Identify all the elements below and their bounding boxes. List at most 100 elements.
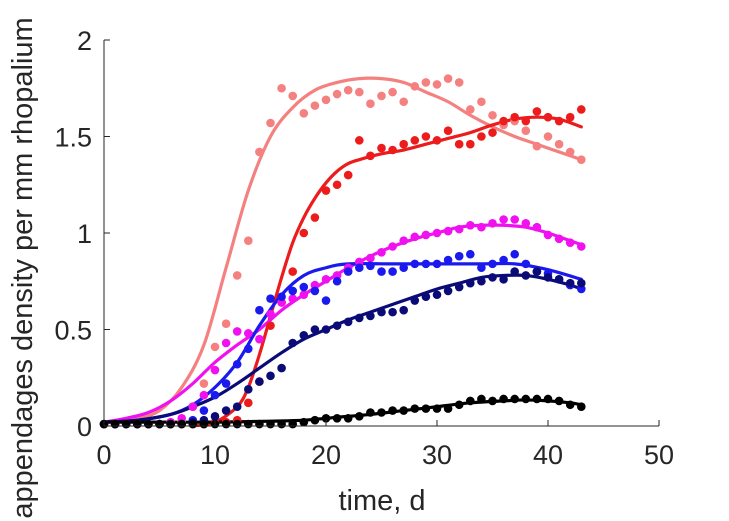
series-1-point	[543, 112, 553, 122]
series-0-point	[266, 118, 275, 128]
series-1-point	[421, 132, 431, 141]
series-1-point	[565, 112, 575, 122]
series-3-point	[443, 255, 453, 265]
series-5-point	[521, 394, 531, 404]
series-2-point	[543, 230, 553, 240]
series-2-point	[299, 290, 309, 300]
series-0-point	[399, 97, 409, 107]
series-5-point	[377, 408, 386, 417]
series-5-point	[399, 406, 409, 415]
series-4-point	[366, 311, 375, 321]
series-4-point	[377, 307, 386, 317]
series-0-point	[454, 78, 464, 87]
series-5-point	[199, 419, 209, 429]
series-2-point	[366, 253, 375, 263]
series-1-point	[288, 267, 298, 276]
series-4-point	[288, 338, 298, 348]
series-4-point	[299, 330, 309, 340]
series-1-point	[399, 139, 409, 149]
series-4-point	[565, 278, 575, 288]
series-4-point	[543, 273, 553, 282]
series-4-point	[532, 267, 542, 276]
series-4-point	[510, 267, 519, 276]
series-2-point	[188, 402, 198, 412]
series-3-point	[255, 305, 264, 315]
series-1-point	[510, 112, 519, 122]
series-5-point	[332, 413, 342, 423]
x-tick-label: 20	[311, 440, 341, 470]
x-tick-label: 30	[422, 440, 452, 470]
series-0-point	[421, 78, 431, 87]
series-4-point	[399, 305, 409, 315]
series-0-point	[255, 147, 264, 157]
series-2-point	[210, 365, 220, 375]
series-3-point	[366, 261, 375, 271]
series-2-point	[410, 232, 420, 242]
series-1-point	[310, 213, 320, 222]
y-tick-label: 0	[77, 412, 92, 442]
series-4-point	[454, 282, 464, 292]
series-0-point	[532, 141, 542, 151]
series-4-point	[310, 325, 320, 334]
series-0-point	[565, 147, 575, 157]
series-4-point	[277, 363, 286, 373]
series-3-point	[232, 359, 242, 369]
series-3-point	[277, 292, 286, 301]
series-4-point	[410, 296, 420, 305]
series-3-point	[421, 259, 431, 269]
series-2-point	[232, 327, 242, 336]
series-2-point	[443, 226, 453, 236]
series-1-point	[521, 116, 531, 126]
series-3-point	[221, 379, 231, 388]
series-5-point	[454, 400, 464, 410]
series-5-point	[366, 408, 375, 417]
series-1-point	[321, 186, 331, 195]
series-4-point	[332, 321, 342, 330]
series-3-point	[299, 282, 309, 292]
series-4-point	[521, 271, 531, 280]
series-5-point	[443, 404, 453, 413]
series-5-point	[499, 394, 508, 404]
series-3-point	[343, 267, 353, 276]
series-4-point	[266, 371, 275, 381]
series-2-point	[255, 334, 264, 344]
series-3-point	[410, 259, 420, 269]
series-3-point	[432, 259, 442, 269]
series-0-point	[244, 236, 253, 246]
axes: 0 10 20 30 40 50 0 0.5 1 1.5 2	[54, 26, 674, 470]
series-5-point	[388, 406, 397, 415]
series-5-point	[188, 419, 198, 429]
series-5-point	[255, 419, 264, 429]
series-1-point	[377, 143, 386, 153]
series-0-point	[366, 99, 375, 108]
series-5-point	[477, 394, 486, 404]
series-2-point	[321, 275, 331, 284]
data-points	[99, 74, 586, 429]
series-2-point	[432, 228, 442, 238]
series-5-point	[565, 400, 575, 410]
series-2-point	[532, 222, 542, 232]
series-0-point	[343, 85, 353, 95]
series-2-point	[421, 230, 431, 240]
series-3-point	[310, 286, 320, 296]
y-tick-label: 1.5	[54, 123, 92, 153]
y-tick-label: 1	[77, 219, 92, 249]
x-tick-label: 50	[644, 440, 674, 470]
series-4-point	[554, 275, 564, 284]
series-2-point	[199, 390, 209, 400]
series-1-point	[366, 151, 375, 161]
series-1-point	[410, 136, 420, 145]
series-0-point	[443, 74, 453, 83]
series-2-point	[510, 215, 519, 224]
series-3-point	[210, 390, 220, 400]
series-1-point	[554, 116, 564, 126]
series-1-point	[432, 136, 442, 145]
series-3-point	[466, 249, 475, 259]
series-0-point	[210, 342, 220, 352]
series-2-point	[477, 222, 486, 232]
series-0-point	[221, 319, 231, 329]
series-4-point	[432, 290, 442, 300]
series-0-point	[477, 97, 486, 107]
series-3-point	[332, 276, 342, 286]
series-1-point	[477, 132, 486, 141]
